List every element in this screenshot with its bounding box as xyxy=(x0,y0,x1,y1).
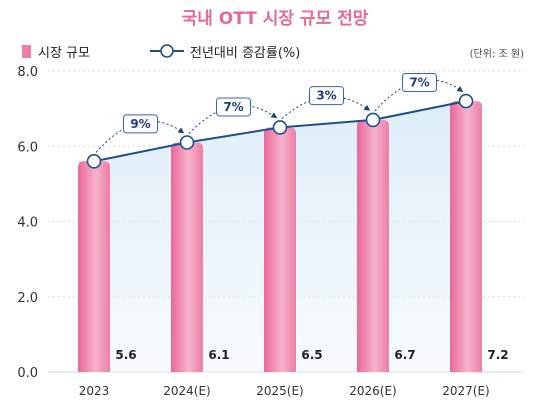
growth-label-box xyxy=(123,114,158,134)
bar-value-label: 7.2 xyxy=(487,348,508,362)
bar-value-label: 5.6 xyxy=(115,348,136,362)
growth-label: 7% xyxy=(409,76,429,90)
growth-label-box xyxy=(216,97,251,117)
bar-2025(E) xyxy=(264,127,296,372)
line-point-2026(E) xyxy=(365,112,381,128)
x-tick-label: 2024(E) xyxy=(163,384,210,398)
line-markers xyxy=(86,93,474,169)
legend-bar-label: 시장 규모 xyxy=(38,46,90,61)
y-axis-ticks: 0.0 2.0 4.0 6.0 8.0 xyxy=(17,65,38,381)
growth-label-box xyxy=(402,73,437,93)
line-point-2024(E) xyxy=(179,135,195,150)
bars xyxy=(78,101,482,372)
bar-2026(E) xyxy=(357,119,389,372)
bar-2023 xyxy=(78,161,110,372)
growth-label: 7% xyxy=(223,100,243,114)
y-tick-label: 6.0 xyxy=(17,140,38,155)
bar-2027(E) xyxy=(450,101,482,372)
legend-bar-swatch xyxy=(22,45,31,58)
growth-label-box xyxy=(309,86,344,106)
line-point-2027(E) xyxy=(458,93,474,109)
growth-label: 9% xyxy=(130,117,150,131)
growth-labels: 9% 7% 3% 7% xyxy=(123,73,437,134)
chart-title: 국내 OTT 시장 규모 전망 xyxy=(182,9,369,29)
growth-label: 3% xyxy=(316,89,336,103)
y-tick-label: 0.0 xyxy=(17,366,38,381)
line-point-2025(E) xyxy=(272,120,288,135)
bar-2024(E) xyxy=(171,142,203,372)
bar-value-label: 6.5 xyxy=(301,348,322,362)
unit-label: (단위: 조 원) xyxy=(470,47,524,60)
x-tick-label: 2027(E) xyxy=(442,384,489,398)
line-point-2023 xyxy=(86,154,102,169)
legend-line-label: 전년대비 증감률(%) xyxy=(190,46,300,61)
legend-line-marker xyxy=(160,44,174,58)
y-tick-label: 2.0 xyxy=(17,291,38,306)
y-tick-label: 8.0 xyxy=(17,65,38,80)
bar-value-label: 6.7 xyxy=(394,348,415,362)
x-axis-ticks: 2023 2024(E) 2025(E) 2026(E) 2027(E) xyxy=(79,384,490,398)
bar-value-labels: 5.6 6.1 6.5 6.7 7.2 xyxy=(115,348,508,362)
bar-value-label: 6.1 xyxy=(208,348,229,362)
x-tick-label: 2023 xyxy=(79,384,110,398)
x-tick-label: 2026(E) xyxy=(349,384,396,398)
x-tick-label: 2025(E) xyxy=(256,384,303,398)
y-tick-label: 4.0 xyxy=(17,216,38,231)
legend: 시장 규모 전년대비 증감률(%) xyxy=(22,44,300,61)
